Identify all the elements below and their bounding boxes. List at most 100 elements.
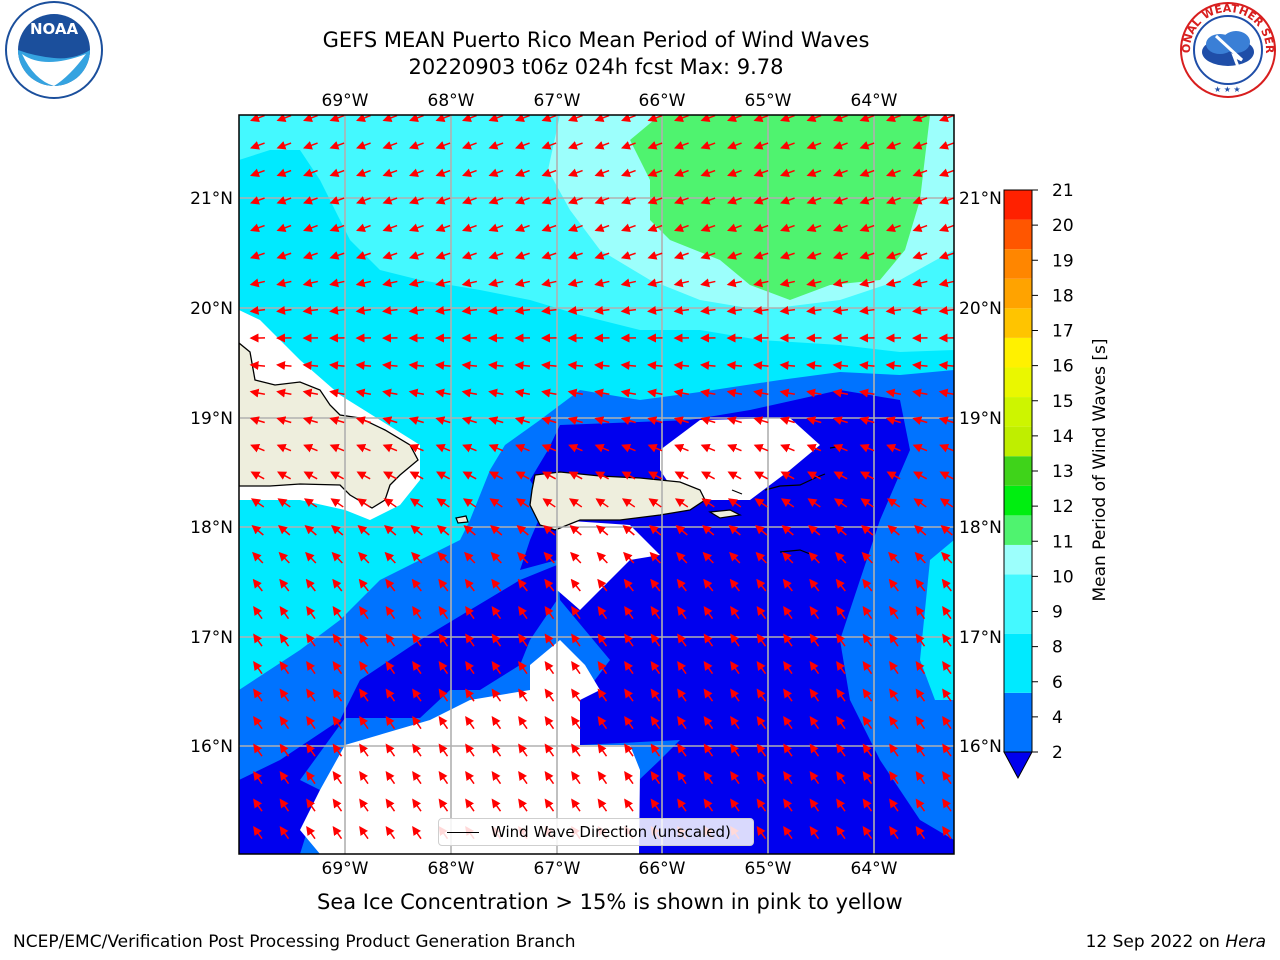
colorbar-extend-arrow xyxy=(1003,751,1033,780)
wind-wave-arrow xyxy=(886,141,901,150)
wind-wave-arrow xyxy=(302,361,319,371)
wind-wave-arrow xyxy=(355,251,371,260)
wind-wave-arrow xyxy=(859,278,875,288)
wind-wave-arrow xyxy=(674,115,689,123)
lon-label-top: 69°W xyxy=(322,91,369,111)
wind-wave-arrow xyxy=(886,168,901,178)
colorbar-tick-label: 2 xyxy=(1052,743,1063,763)
wind-wave-arrow xyxy=(781,525,794,536)
wind-wave-arrow xyxy=(409,196,424,205)
wind-wave-arrow xyxy=(859,388,875,398)
wind-wave-arrow xyxy=(726,278,742,288)
wind-wave-arrow xyxy=(942,633,952,647)
wind-wave-arrow xyxy=(279,578,290,592)
wind-wave-arrow xyxy=(465,688,475,702)
wind-wave-arrow xyxy=(461,388,478,398)
wind-wave-arrow xyxy=(913,498,927,508)
colorbar-tick-label: 4 xyxy=(1052,708,1063,728)
wind-wave-arrow xyxy=(809,716,820,730)
wind-wave-arrow xyxy=(726,251,742,260)
wind-wave-arrow xyxy=(806,278,822,288)
lat-label-right: 17°N xyxy=(959,628,1002,648)
wind-wave-arrow xyxy=(570,578,581,592)
noaa-logo: NOAA xyxy=(4,0,104,104)
wind-wave-arrow xyxy=(277,525,291,536)
wind-wave-arrow xyxy=(567,416,583,425)
wind-wave-arrow xyxy=(624,661,634,675)
wind-wave-arrow xyxy=(438,743,449,757)
wind-wave-arrow xyxy=(597,743,608,757)
wind-wave-arrow xyxy=(541,416,557,425)
wind-wave-arrow xyxy=(676,551,688,564)
wind-wave-arrow xyxy=(518,606,528,620)
wind-wave-arrow xyxy=(464,578,475,592)
wind-wave-arrow xyxy=(408,388,425,398)
wind-wave-arrow xyxy=(303,196,318,205)
wind-wave-arrow xyxy=(942,661,952,675)
wind-wave-arrow xyxy=(543,551,555,564)
wind-wave-arrow xyxy=(729,578,740,592)
wind-wave-arrow xyxy=(515,196,530,205)
wind-wave-arrow xyxy=(385,716,396,730)
wind-wave-arrow xyxy=(517,551,529,564)
wind-wave-arrow xyxy=(462,141,477,150)
wind-wave-arrow xyxy=(729,551,741,564)
wind-wave-arrow xyxy=(250,444,265,453)
wind-wave-arrow xyxy=(544,716,555,730)
wind-wave-arrow xyxy=(303,168,318,178)
wind-wave-arrow xyxy=(542,498,556,508)
colorbar-tick-label: 21 xyxy=(1052,181,1074,201)
wind-wave-arrow xyxy=(597,688,608,702)
wind-wave-arrow xyxy=(279,826,290,840)
wind-wave-arrow xyxy=(438,798,449,812)
wind-wave-arrow xyxy=(700,223,716,233)
wind-wave-arrow xyxy=(382,305,398,315)
wind-wave-arrow xyxy=(518,771,528,785)
wind-wave-arrow xyxy=(571,606,581,620)
wind-wave-arrow xyxy=(409,168,424,178)
wind-wave-arrow xyxy=(807,471,822,480)
wind-wave-arrow xyxy=(382,444,398,453)
wind-wave-arrow xyxy=(435,223,451,233)
wind-wave-arrow xyxy=(329,278,345,288)
footer-date-text: 12 Sep 2022 on xyxy=(1085,932,1226,952)
wind-wave-arrow xyxy=(915,826,926,840)
wind-wave-arrow xyxy=(330,471,345,480)
wind-wave-arrow xyxy=(411,551,423,564)
wind-wave-arrow xyxy=(359,661,369,675)
wind-wave-arrow xyxy=(359,688,369,702)
wind-wave-arrow xyxy=(594,115,610,123)
nws-logo: NATIONAL WEATHER SERVICE ★ ★ ★ xyxy=(1171,0,1280,104)
wind-wave-arrow xyxy=(276,168,292,178)
wind-wave-arrow xyxy=(912,416,928,425)
wind-wave-arrow xyxy=(756,798,767,812)
wind-wave-arrow xyxy=(329,168,345,178)
wind-wave-arrow xyxy=(355,278,371,288)
wind-wave-arrow xyxy=(756,743,767,757)
wind-wave-arrow xyxy=(253,743,263,757)
wind-wave-arrow xyxy=(276,361,292,371)
wind-wave-arrow xyxy=(411,578,422,592)
wind-wave-arrow xyxy=(412,826,422,840)
wind-wave-arrow xyxy=(383,525,397,536)
wind-wave-arrow xyxy=(859,361,875,371)
wind-wave-arrow xyxy=(515,115,530,123)
wind-wave-arrow xyxy=(915,716,926,730)
wind-wave-arrow xyxy=(677,798,687,812)
wind-wave-arrow xyxy=(571,743,581,757)
wind-wave-arrow xyxy=(253,661,263,675)
wind-wave-arrow xyxy=(253,688,263,702)
wind-wave-arrow xyxy=(650,771,661,785)
wind-wave-arrow xyxy=(249,416,265,425)
wind-wave-arrow xyxy=(302,388,319,398)
wind-wave-arrow xyxy=(514,278,530,288)
colorbar-tick-label: 11 xyxy=(1052,532,1074,552)
wind-wave-arrow xyxy=(568,115,583,123)
wind-wave-arrow xyxy=(306,771,316,785)
wind-wave-arrow xyxy=(276,115,292,123)
wind-wave-arrow xyxy=(942,716,952,730)
wind-wave-arrow xyxy=(276,141,292,150)
wind-wave-arrow xyxy=(756,578,767,592)
wind-wave-arrow xyxy=(251,525,264,536)
wind-wave-arrow xyxy=(889,661,899,675)
